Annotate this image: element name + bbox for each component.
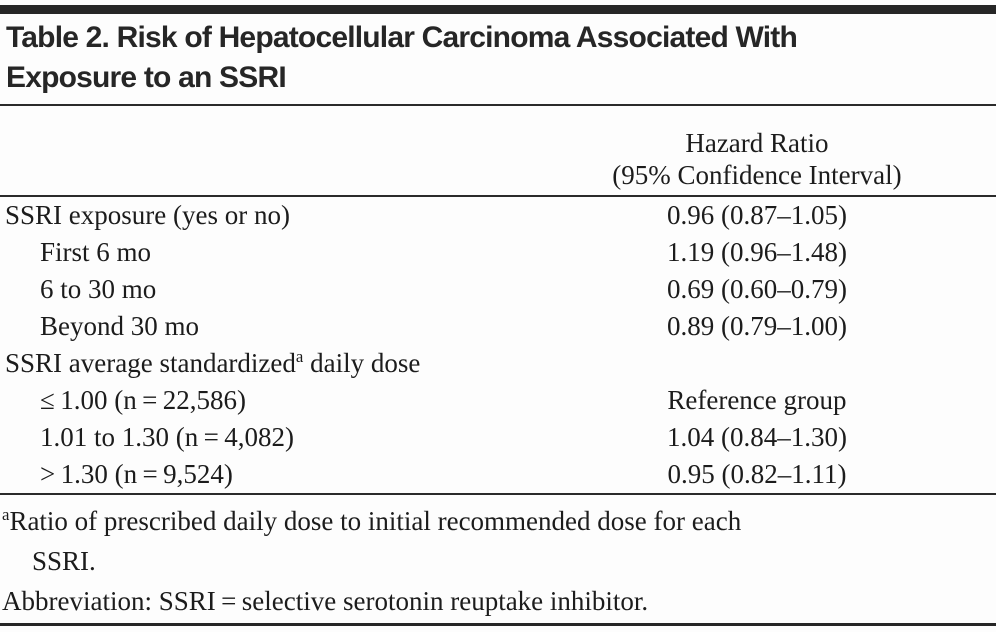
row-label-text: > 1.30 (n = 9,524)	[40, 459, 233, 489]
top-rule-bar	[0, 5, 996, 14]
footnote-text: Ratio of prescribed daily dose to initia…	[9, 506, 742, 536]
header-hazard-ratio: Hazard Ratio	[685, 128, 829, 158]
footnote-marker-superscript: a	[2, 505, 10, 524]
row-label: Beyond 30 mo	[0, 308, 518, 345]
footnote: aRatio of prescribed daily dose to initi…	[2, 501, 996, 581]
table-title-line1: Table 2. Risk of Hepatocellular Carcinom…	[6, 21, 798, 54]
table-title: Table 2. Risk of Hepatocellular Carcinom…	[0, 18, 996, 98]
row-value: 0.95 (0.82–1.11)	[667, 459, 847, 489]
footnote-text: Abbreviation: SSRI = selective serotonin…	[2, 586, 649, 616]
row-label: ≤ 1.00 (n = 22,586)	[0, 382, 518, 419]
row-value: 1.19 (0.96–1.48)	[666, 237, 847, 267]
row-value: 0.96 (0.87–1.05)	[666, 200, 847, 230]
footnote-text: SSRI.	[32, 546, 96, 576]
row-value: 1.04 (0.84–1.30)	[666, 422, 847, 452]
row-label-text: 6 to 30 mo	[40, 274, 157, 304]
row-label-text: 1.01 to 1.30 (n = 4,082)	[40, 422, 295, 452]
row-label: First 6 mo	[0, 234, 518, 271]
footnotes: aRatio of prescribed daily dose to initi…	[0, 495, 996, 621]
row-label-text: SSRI exposure (yes or no)	[5, 200, 290, 230]
table-title-line2: Exposure to an SSRI	[6, 61, 287, 94]
table-row: First 6 mo 1.19 (0.96–1.48)	[0, 234, 996, 271]
table-row: SSRI average standardizeda daily dose	[0, 345, 996, 382]
table-row: Beyond 30 mo 0.89 (0.79–1.00)	[0, 308, 996, 345]
row-label: SSRI average standardizeda daily dose	[0, 345, 518, 382]
row-value: 0.89 (0.79–1.00)	[666, 311, 847, 341]
row-label-text: Beyond 30 mo	[40, 311, 199, 341]
row-label: > 1.30 (n = 9,524)	[0, 456, 518, 493]
row-value: Reference group	[667, 385, 847, 415]
row-value: 0.69 (0.60–0.79)	[666, 274, 847, 304]
row-label: 6 to 30 mo	[0, 271, 518, 308]
figure-bottom-rule	[0, 623, 996, 626]
footnote-marker-superscript: a	[295, 347, 304, 366]
footnote-line: Abbreviation: SSRI = selective serotonin…	[2, 581, 996, 621]
footnote-line: SSRI.	[2, 541, 996, 581]
table-row: ≤ 1.00 (n = 22,586) Reference group	[0, 382, 996, 419]
table-row: 1.01 to 1.30 (n = 4,082) 1.04 (0.84–1.30)	[0, 419, 996, 456]
header-label-cell-empty	[0, 106, 518, 195]
footnote-line: aRatio of prescribed daily dose to initi…	[2, 501, 996, 541]
row-label-text: ≤ 1.00 (n = 22,586)	[40, 385, 246, 415]
row-label-text: First 6 mo	[40, 237, 152, 267]
row-label: SSRI exposure (yes or no)	[0, 197, 518, 234]
table-row: SSRI exposure (yes or no) 0.96 (0.87–1.05…	[0, 197, 996, 234]
row-label: 1.01 to 1.30 (n = 4,082)	[0, 419, 518, 456]
header-confidence-interval: (95% Confidence Interval)	[612, 160, 902, 190]
table-bottom-rule	[0, 493, 996, 495]
row-label-text: daily dose	[303, 348, 421, 378]
footnote: Abbreviation: SSRI = selective serotonin…	[2, 581, 996, 621]
table-row: 6 to 30 mo 0.69 (0.60–0.79)	[0, 271, 996, 308]
row-label-text: SSRI average standardized	[5, 348, 296, 378]
table-header-row: Hazard Ratio (95% Confidence Interval)	[0, 106, 996, 197]
table-row: > 1.30 (n = 9,524) 0.95 (0.82–1.11)	[0, 456, 996, 493]
table-body: SSRI exposure (yes or no) 0.96 (0.87–1.05…	[0, 197, 996, 493]
header-value-cell: Hazard Ratio (95% Confidence Interval)	[518, 106, 996, 195]
row-value	[518, 345, 996, 382]
title-rule	[0, 104, 996, 106]
